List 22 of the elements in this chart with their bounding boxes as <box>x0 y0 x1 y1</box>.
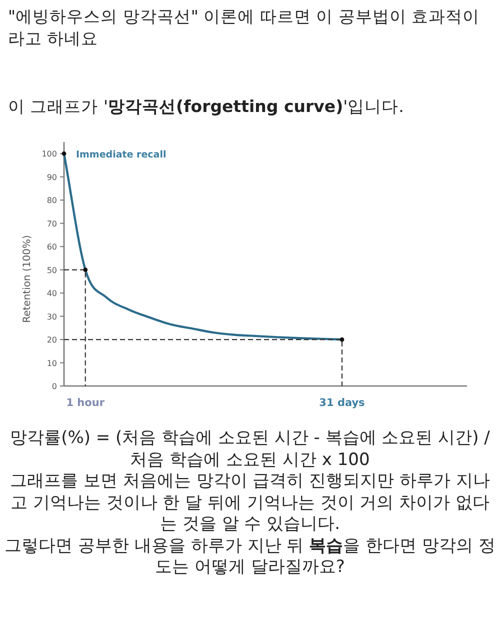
y-tick-label: 80 <box>46 196 57 206</box>
y-tick-label: 0 <box>52 382 57 391</box>
text: 그래프를 보면 처음에는 망각이 급격히 진행되지만 하루가 지나고 기억나는 것이나 한 달 뒤에 기억나는 것이 거의 차이가 없다는 것을 알 수 있습니다. <box>9 471 491 536</box>
y-tick-label: 60 <box>46 242 57 252</box>
chart-title: "에빙하우스의 망각곡선" 이론에 따르면 이 공부법이 효과적이라고 하네요 <box>8 6 481 50</box>
y-tick-label: 90 <box>46 172 57 182</box>
y-tick-label: 50 <box>46 266 57 275</box>
y-tick-label: 100 <box>42 150 57 159</box>
y-tick-label: 20 <box>46 336 57 345</box>
y-tick-label: 10 <box>46 358 57 368</box>
point <box>340 337 344 342</box>
point <box>83 268 88 272</box>
text: 그렇다면 공부한 내용을 하루가 지난 뒤 복습을 한다면 망각의 정도는 어떻게 달라질까요? <box>4 536 496 578</box>
x-tick-label: 31 days <box>319 397 365 409</box>
y-tick-label: 30 <box>46 312 57 322</box>
text: 망각률(%) = (처음 학습에 소요된 시간 - 복습에 소요된 시간) / 처음 학습에 소요된 시간 x 100 <box>9 428 491 471</box>
y-axis-title: Retention (100%) <box>22 235 33 323</box>
y-tick-label: 70 <box>46 219 57 228</box>
x-tick-label: 1 hour <box>66 397 106 409</box>
annotation: Immediate recall <box>76 150 166 161</box>
chart-subtitle: 이 그래프가 '망각곡선(forgetting curve)'입니다. <box>8 96 405 118</box>
y-tick-label: 40 <box>46 289 57 298</box>
